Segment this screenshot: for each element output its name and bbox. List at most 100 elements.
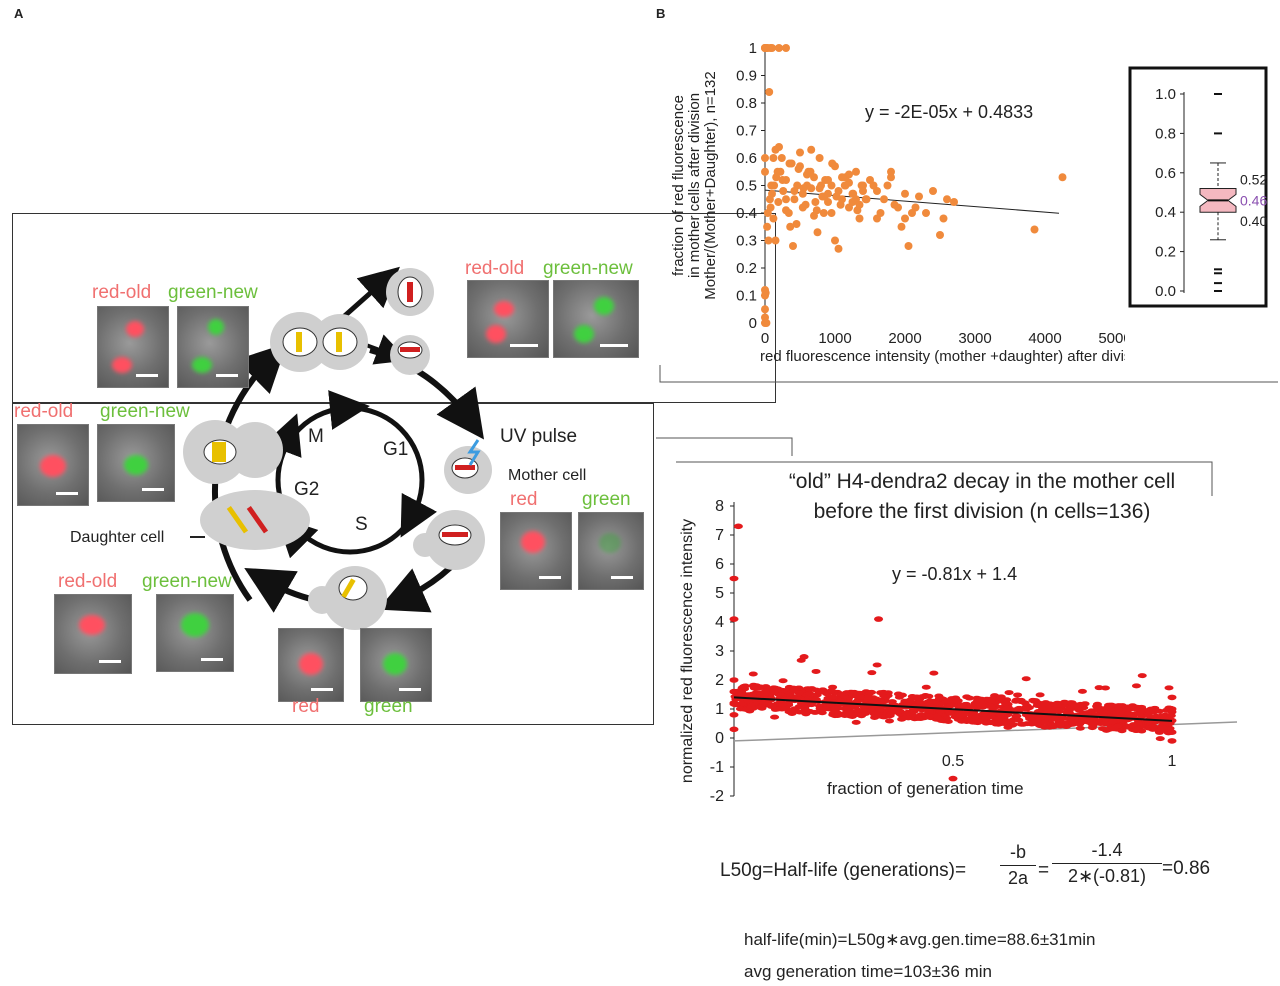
data-point	[819, 209, 828, 217]
data-point	[1123, 724, 1133, 730]
formula-den1: 2a	[1007, 868, 1029, 888]
data-point	[943, 698, 953, 704]
data-point	[921, 684, 931, 690]
data-point	[897, 716, 907, 722]
data-point	[884, 718, 894, 724]
data-point	[883, 181, 892, 190]
g1-bud-cell	[413, 510, 485, 570]
data-point	[827, 209, 836, 217]
data-point	[762, 319, 771, 327]
x-tick-label: 0.5	[942, 753, 964, 770]
data-point	[925, 713, 935, 719]
data-point	[1150, 705, 1160, 711]
data-point	[911, 203, 920, 212]
data-point	[924, 693, 934, 699]
label-red-old-3: red-old	[14, 401, 74, 422]
data-point	[897, 222, 906, 231]
data-point	[782, 44, 790, 52]
data-point	[830, 705, 840, 711]
fraction-red-scatter-chart: 0 0.1 0.2 0.3 0.4 0.5 0.6 0.7 0.8 0.9 1 0 1000 2000 30…	[670, 40, 1125, 365]
label-red-2: red	[292, 696, 320, 717]
data-point	[978, 711, 988, 717]
uv-pulse-label: UV pulse	[500, 426, 577, 447]
data-point	[729, 616, 739, 622]
data-point	[1080, 701, 1090, 707]
trendline	[764, 189, 1060, 214]
data-point	[824, 176, 832, 184]
x-tick-label: 2000	[888, 330, 921, 347]
data-point	[1113, 723, 1123, 729]
phase-g1: G1	[383, 439, 408, 460]
data-point	[837, 691, 847, 697]
data-point	[817, 710, 827, 716]
data-point	[1092, 704, 1102, 710]
y-tick-label: 6	[715, 556, 724, 573]
micrograph-red-1	[500, 512, 572, 590]
data-point	[836, 200, 845, 209]
y-tick-label: 1	[715, 701, 724, 718]
data-point	[946, 702, 956, 708]
data-point	[785, 159, 794, 168]
y-tick-label: 0.7	[736, 123, 757, 140]
data-point	[986, 698, 996, 704]
formula-fraction-2: -1.4 2∗(-0.81)	[1052, 840, 1162, 887]
box-y-tick-label: 0.6	[1155, 165, 1176, 182]
data-point	[915, 699, 925, 705]
data-point	[834, 244, 843, 253]
data-point	[766, 203, 775, 212]
data-point	[811, 198, 820, 206]
data-point	[782, 195, 790, 204]
data-point	[1157, 713, 1167, 719]
y-axis-label-line: Mother/(Mother+Daughter), n=132	[702, 71, 719, 299]
mother-cell-label: Mother cell	[508, 467, 586, 484]
data-point	[845, 170, 853, 179]
data-point	[853, 707, 863, 713]
data-point	[1100, 685, 1110, 691]
chart-title-line: “old” H4-dendra2 decay in the mother cel…	[789, 470, 1175, 493]
data-point	[777, 154, 786, 162]
data-point	[897, 692, 907, 698]
cell-cycle-diagram: M G1 G2 S UV pulse Mother cell Daughter …	[70, 266, 586, 630]
data-point	[729, 726, 739, 733]
data-point	[943, 195, 951, 204]
data-point	[1127, 713, 1137, 719]
data-point	[923, 699, 933, 705]
x-tick-label: 5000	[1098, 330, 1125, 347]
data-point	[768, 44, 776, 52]
data-point	[956, 712, 966, 718]
data-point	[748, 671, 758, 677]
y-tick-label: 0.2	[736, 260, 757, 277]
y-tick-label: 0	[749, 315, 757, 332]
data-point	[1058, 173, 1067, 182]
data-point	[915, 192, 923, 201]
data-point	[890, 200, 899, 209]
small-cell-right-top	[390, 335, 430, 375]
x-axis-label: fraction of generation time	[827, 779, 1024, 798]
data-point	[729, 677, 739, 683]
data-points	[729, 523, 1177, 782]
y-tick-label: 0.8	[736, 95, 757, 112]
data-point	[879, 689, 889, 695]
data-point	[1050, 716, 1060, 722]
data-point	[775, 143, 783, 151]
data-point	[813, 228, 822, 237]
micrograph-red-old-4	[54, 594, 132, 674]
fraction-red-boxplot: 0.0 0.2 0.4 0.6 0.8 1.0 0.52 0.46 0.40	[1128, 66, 1268, 308]
micrograph-red-2	[278, 628, 344, 702]
data-point	[1056, 722, 1066, 728]
data-point	[763, 222, 772, 231]
data-point	[769, 154, 778, 162]
data-point	[929, 670, 939, 676]
data-point	[988, 705, 998, 711]
data-point	[948, 775, 958, 782]
panel-a-letter: A	[14, 6, 24, 21]
data-point	[773, 706, 783, 712]
y-tick-label: 0.5	[736, 178, 757, 195]
data-point	[828, 159, 837, 168]
data-point	[843, 710, 853, 716]
data-point	[782, 206, 790, 215]
uv-pulse-cell	[444, 439, 492, 494]
micrograph-green-new-1	[177, 306, 249, 388]
micrograph-green-1	[578, 512, 644, 590]
data-point	[852, 195, 860, 204]
